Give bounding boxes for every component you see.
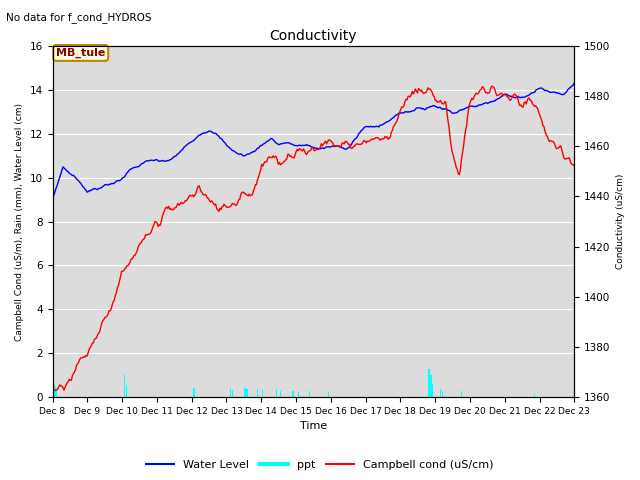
Bar (246, 389, 248, 397)
Bar (298, 392, 299, 397)
Bar (442, 391, 444, 397)
Bar (328, 392, 330, 397)
Bar (276, 389, 277, 397)
Bar (56, 389, 58, 397)
Legend: Water Level, ppt, Campbell cond (uS/cm): Water Level, ppt, Campbell cond (uS/cm) (142, 456, 498, 474)
Y-axis label: Campbell Cond (uS/m), Rain (mm), Water Level (cm): Campbell Cond (uS/m), Rain (mm), Water L… (15, 103, 24, 340)
Bar (292, 391, 294, 397)
Bar (232, 390, 233, 397)
Bar (431, 384, 433, 397)
Bar (244, 388, 246, 397)
Bar (124, 375, 125, 397)
Bar (193, 388, 195, 397)
Bar (262, 390, 264, 397)
Bar (54, 385, 55, 397)
Bar (126, 385, 127, 397)
Text: No data for f_cond_HYDROS: No data for f_cond_HYDROS (6, 12, 152, 23)
Bar (428, 369, 429, 397)
Text: MB_tule: MB_tule (56, 48, 106, 58)
Bar (230, 389, 231, 397)
Y-axis label: Conductivity (uS/cm): Conductivity (uS/cm) (616, 174, 625, 269)
Bar (309, 391, 310, 397)
Bar (430, 375, 432, 397)
Bar (280, 391, 281, 397)
Bar (257, 389, 258, 397)
Bar (194, 389, 195, 397)
Bar (440, 389, 441, 397)
Bar (534, 394, 535, 397)
X-axis label: Time: Time (300, 421, 327, 432)
Bar (55, 387, 56, 397)
Bar (461, 391, 462, 397)
Title: Conductivity: Conductivity (269, 29, 357, 43)
